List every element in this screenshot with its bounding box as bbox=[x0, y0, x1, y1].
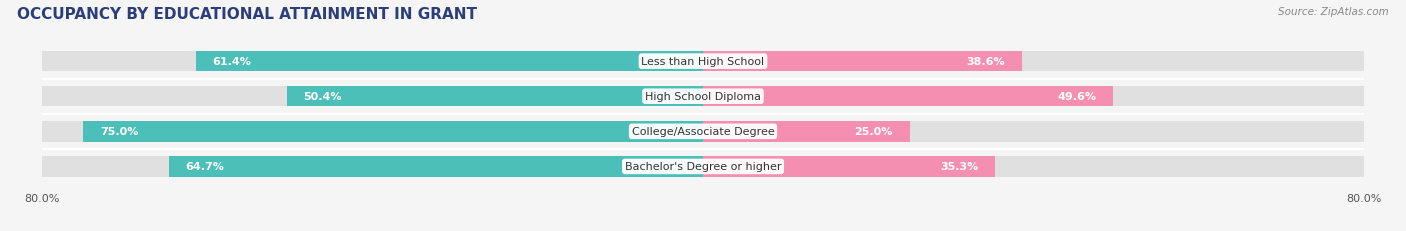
Bar bbox=[703, 122, 1364, 142]
Text: Source: ZipAtlas.com: Source: ZipAtlas.com bbox=[1278, 7, 1389, 17]
Bar bbox=[169, 157, 703, 177]
Bar bbox=[42, 52, 703, 72]
Text: 61.4%: 61.4% bbox=[212, 57, 252, 67]
Text: 25.0%: 25.0% bbox=[855, 127, 893, 137]
Text: 49.6%: 49.6% bbox=[1057, 92, 1097, 102]
Bar bbox=[703, 157, 994, 177]
Bar bbox=[42, 87, 703, 107]
Text: Less than High School: Less than High School bbox=[641, 57, 765, 67]
Text: 35.3%: 35.3% bbox=[939, 162, 979, 172]
Bar bbox=[195, 52, 703, 72]
Bar bbox=[703, 157, 1364, 177]
Text: OCCUPANCY BY EDUCATIONAL ATTAINMENT IN GRANT: OCCUPANCY BY EDUCATIONAL ATTAINMENT IN G… bbox=[17, 7, 477, 22]
Bar bbox=[287, 87, 703, 107]
Text: 50.4%: 50.4% bbox=[304, 92, 342, 102]
Bar bbox=[42, 122, 703, 142]
Text: College/Associate Degree: College/Associate Degree bbox=[631, 127, 775, 137]
Text: Bachelor's Degree or higher: Bachelor's Degree or higher bbox=[624, 162, 782, 172]
Text: High School Diploma: High School Diploma bbox=[645, 92, 761, 102]
Bar bbox=[703, 52, 1022, 72]
Bar bbox=[703, 122, 910, 142]
Bar bbox=[703, 87, 1364, 107]
Bar bbox=[42, 157, 703, 177]
Text: 75.0%: 75.0% bbox=[100, 127, 138, 137]
Bar bbox=[703, 87, 1112, 107]
Text: 38.6%: 38.6% bbox=[967, 57, 1005, 67]
Bar bbox=[83, 122, 703, 142]
Text: 64.7%: 64.7% bbox=[186, 162, 224, 172]
Bar bbox=[703, 52, 1364, 72]
